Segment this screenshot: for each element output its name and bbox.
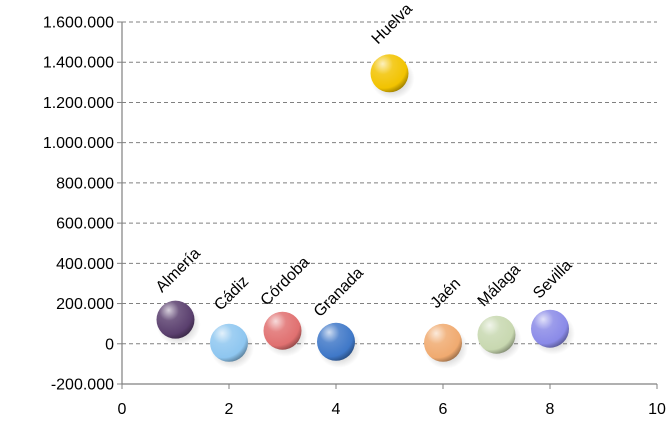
data-point-granada bbox=[317, 322, 361, 368]
data-point-jaén bbox=[424, 323, 468, 369]
x-tick-label: 8 bbox=[546, 401, 555, 418]
data-label: Almería bbox=[153, 245, 204, 296]
data-label: Córdoba bbox=[258, 254, 313, 309]
data-point-cádiz bbox=[210, 323, 254, 369]
data-point-huelva bbox=[370, 54, 415, 100]
x-tick-label: 4 bbox=[332, 401, 341, 418]
tick-labels: -200.0000200.000400.000600.000800.0001.0… bbox=[43, 15, 666, 419]
data-label: Huelva bbox=[369, 0, 416, 47]
data-label: Granada bbox=[311, 264, 367, 320]
y-tick-label: 1.600.000 bbox=[43, 15, 114, 32]
data-label: Málaga bbox=[475, 261, 524, 310]
data-point-sevilla bbox=[531, 309, 575, 355]
bubble-marker bbox=[477, 315, 516, 354]
y-tick-label: 1.000.000 bbox=[43, 135, 114, 152]
data-points bbox=[156, 54, 575, 369]
bubble-marker bbox=[156, 300, 195, 339]
data-label: Jaén bbox=[428, 275, 465, 312]
data-point-córdoba bbox=[263, 311, 308, 357]
bubble-marker bbox=[263, 311, 302, 350]
y-tick-label: 400.000 bbox=[56, 256, 114, 273]
y-tick-label: 800.000 bbox=[56, 175, 114, 192]
bubble-marker bbox=[531, 309, 569, 348]
data-point-málaga bbox=[477, 315, 522, 361]
axes bbox=[117, 21, 658, 389]
bubble-marker bbox=[370, 54, 409, 93]
y-tick-label: -200.000 bbox=[51, 377, 114, 394]
y-tick-label: 200.000 bbox=[56, 296, 114, 313]
y-tick-label: 0 bbox=[105, 336, 114, 353]
bubble-marker bbox=[210, 323, 248, 362]
x-tick-label: 2 bbox=[225, 401, 234, 418]
y-tick-label: 1.200.000 bbox=[43, 95, 114, 112]
y-tick-label: 600.000 bbox=[56, 216, 114, 233]
data-point-almería bbox=[156, 300, 201, 346]
x-tick-label: 6 bbox=[439, 401, 448, 418]
x-tick-label: 10 bbox=[648, 401, 666, 418]
data-label: Cádiz bbox=[211, 273, 252, 314]
bubble-marker bbox=[317, 322, 355, 361]
y-tick-label: 1.400.000 bbox=[43, 55, 114, 72]
bubble-marker bbox=[424, 323, 462, 362]
x-tick-label: 0 bbox=[118, 401, 127, 418]
